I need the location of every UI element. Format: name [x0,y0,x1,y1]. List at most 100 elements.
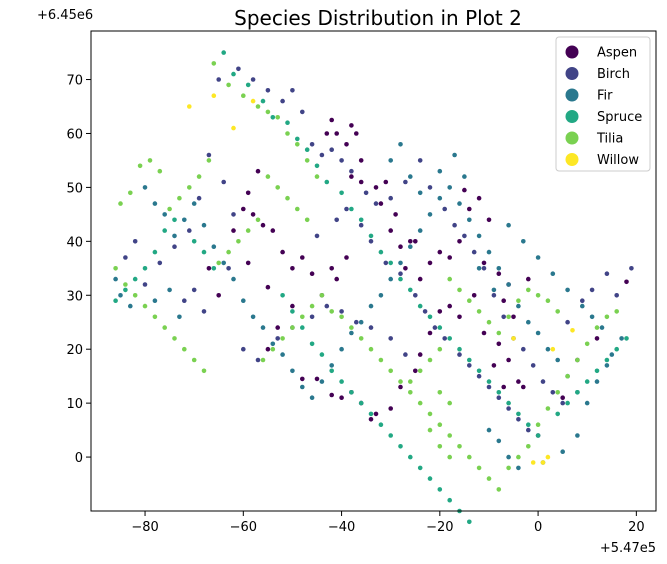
point-spruce [437,325,443,330]
point-aspen [398,384,403,390]
point-aspen [354,131,359,136]
point-fir [398,260,403,266]
point-birch [368,239,374,244]
point-aspen [349,123,354,128]
legend-label-fir: Fir [597,89,613,104]
point-tilia [295,142,300,147]
point-aspen [216,293,221,298]
point-aspen [481,330,487,336]
point-aspen [467,206,472,212]
point-fir [589,314,595,320]
point-tilia [516,298,521,304]
point-fir [250,314,256,320]
y-tick-label: 40 [66,235,83,250]
point-aspen [403,266,408,271]
point-aspen [245,190,251,196]
point-birch [196,195,202,201]
point-aspen [437,309,443,314]
point-fir [619,336,624,341]
point-birch [496,395,502,401]
point-birch [324,303,330,309]
point-spruce [300,325,305,330]
point-aspen [388,228,394,233]
point-tilia [398,379,403,384]
point-birch [506,406,511,411]
point-birch [467,363,472,368]
point-aspen [255,168,261,174]
point-tilia [506,465,511,471]
legend-label-spruce: Spruce [597,110,642,125]
point-tilia [211,61,217,66]
point-fir [290,368,295,374]
point-tilia [142,303,148,309]
point-spruce [358,217,364,223]
point-fir [560,449,565,455]
point-spruce [295,136,300,142]
point-spruce [324,179,330,185]
point-tilia [255,217,261,223]
point-tilia [575,357,580,363]
point-aspen [427,260,433,266]
point-fir [368,303,374,309]
point-spruce [437,487,443,492]
point-tilia [147,158,153,163]
point-spruce [614,346,619,352]
point-birch [526,427,531,433]
point-tilia [486,476,492,481]
point-tilia [241,93,246,98]
point-birch [373,201,379,206]
point-aspen [516,379,521,384]
y-tick-label: 30 [66,289,83,304]
point-tilia [265,174,271,179]
point-spruce [624,336,629,341]
point-aspen [378,201,384,206]
point-birch [339,158,344,163]
point-aspen [462,187,467,193]
x-tick-label: −20 [426,520,453,535]
point-spruce [113,298,118,304]
point-birch [589,287,595,293]
point-tilia [535,422,541,428]
point-birch [123,255,128,260]
legend-marker-tilia [565,131,579,145]
point-spruce [290,309,295,314]
point-tilia [447,454,453,460]
point-birch [236,66,241,72]
point-spruce [447,336,453,341]
point-birch [319,152,325,158]
point-fir [526,319,531,325]
point-aspen [398,244,403,249]
point-aspen [339,395,344,401]
point-fir [300,384,305,390]
point-birch [476,373,482,379]
point-aspen [457,239,462,244]
point-birch [457,352,462,357]
point-fir [486,427,492,433]
point-tilia [437,422,443,428]
legend-marker-aspen [565,45,579,59]
point-tilia [236,239,241,244]
point-spruce [123,287,128,293]
point-fir [555,357,560,363]
point-aspen [501,384,507,390]
point-tilia [245,228,251,233]
point-birch [481,266,487,271]
point-fir [417,228,423,233]
point-spruce [132,276,138,282]
point-fir [609,352,615,357]
legend-label-aspen: Aspen [597,46,637,61]
point-fir [398,142,403,147]
point-fir [506,282,511,287]
point-fir [457,201,462,206]
point-birch [501,314,507,320]
point-fir [599,325,605,330]
point-spruce [467,357,472,363]
point-spruce [260,98,266,104]
point-tilia [496,330,502,336]
point-fir [462,174,467,179]
legend-label-willow: Willow [597,153,639,168]
point-aspen [324,131,330,136]
point-birch [231,212,236,217]
point-aspen [521,384,526,390]
point-tilia [358,336,364,341]
